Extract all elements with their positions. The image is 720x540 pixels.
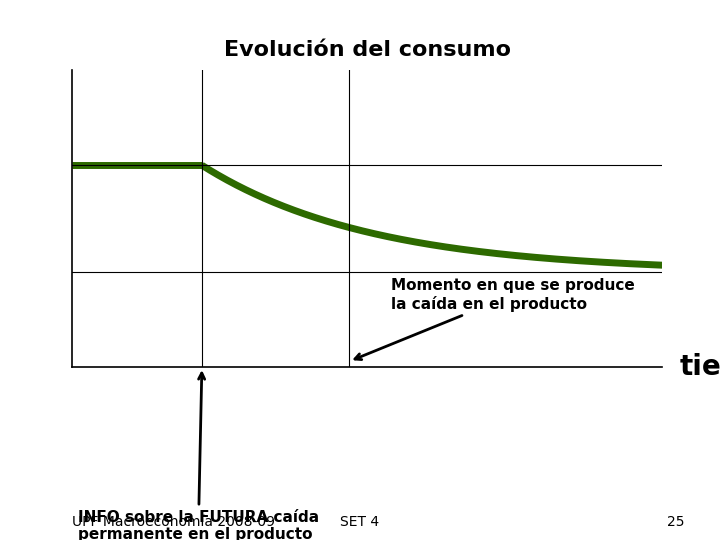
Text: INFO sobre la FUTURA caída
permanente en el producto: INFO sobre la FUTURA caída permanente en…	[78, 373, 319, 540]
Text: SET 4: SET 4	[341, 515, 379, 529]
Title: Evolución del consumo: Evolución del consumo	[224, 40, 510, 60]
Text: UPF Macroeconomía 2008-09: UPF Macroeconomía 2008-09	[72, 515, 275, 529]
Text: tiempo: tiempo	[680, 353, 720, 381]
Text: 25: 25	[667, 515, 684, 529]
Text: Momento en que se produce
la caída en el producto: Momento en que se produce la caída en el…	[355, 278, 634, 360]
